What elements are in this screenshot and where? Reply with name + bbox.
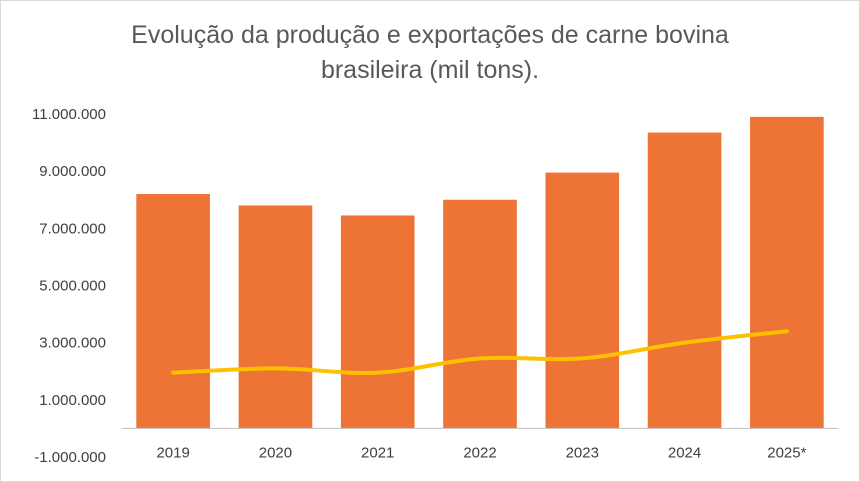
x-tick-label: 2024: [668, 444, 701, 461]
x-tick-label: 2023: [566, 444, 599, 461]
y-tick-label: 11.000.000: [32, 106, 106, 123]
chart-title-line-2: brasileira (mil tons).: [320, 56, 540, 84]
y-tick-label: 3.000.000: [39, 335, 106, 352]
y-tick-label: 7.000.000: [39, 220, 106, 237]
y-tick-label: -1.000.000: [34, 449, 106, 466]
x-tick-label: 2025*: [767, 444, 806, 461]
bar: [443, 199, 517, 429]
bar: [136, 194, 210, 429]
x-tick-label: 2019: [156, 444, 189, 461]
y-tick-label: 5.000.000: [39, 278, 106, 295]
bar: [545, 172, 620, 429]
bar: [750, 116, 824, 429]
bar: [238, 205, 313, 429]
x-tick-label: 2022: [463, 444, 496, 461]
chart-title-line-1: Evolução da produção e exportações de ca…: [131, 21, 729, 49]
y-tick-label: 9.000.000: [39, 163, 106, 180]
bar: [340, 215, 415, 429]
x-tick-label: 2020: [259, 444, 292, 461]
bar: [647, 132, 722, 429]
chart-title: Evolução da produção e exportações de ca…: [60, 18, 800, 88]
x-tick-label: 2021: [361, 444, 394, 461]
y-tick-label: 1.000.000: [39, 392, 106, 409]
